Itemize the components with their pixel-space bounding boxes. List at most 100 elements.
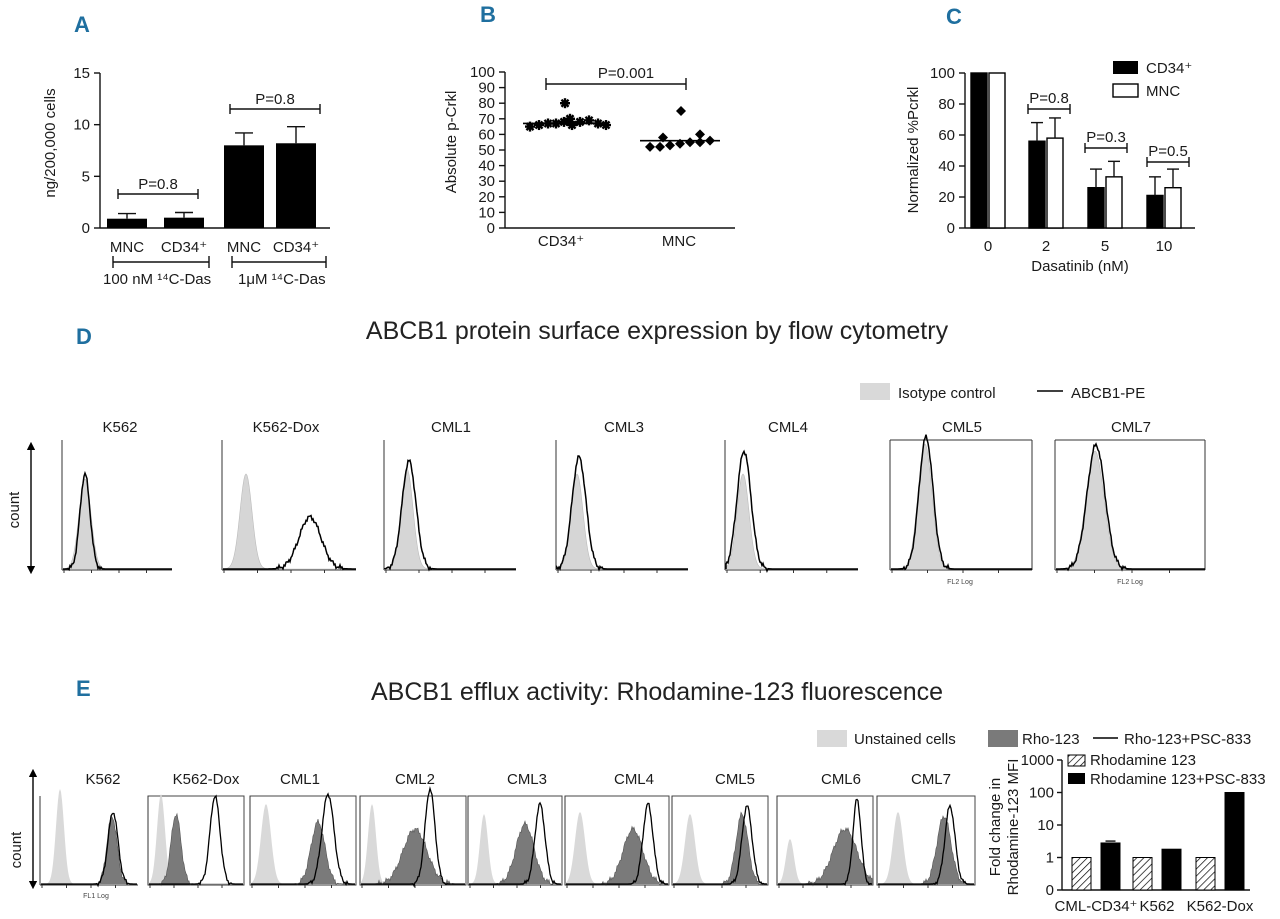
b-ytick-label: 0: [487, 220, 495, 237]
e-histogram: [147, 794, 245, 888]
d-isotype-fill: [222, 473, 356, 570]
c-ytick-label: 60: [938, 127, 955, 144]
a-xtick-1: CD34⁺: [161, 239, 207, 256]
d-count-label: count: [6, 491, 23, 529]
panel-d: D ABCB1 protein surface expression by fl…: [6, 317, 1206, 586]
a-bar: [224, 145, 264, 228]
b-ytick-label: 100: [470, 64, 495, 81]
a-xtick-0: MNC: [110, 239, 144, 256]
e-sample-5: CML4: [614, 771, 654, 788]
c-xtick-1: 2: [1042, 238, 1050, 255]
e-psc-line: [878, 803, 974, 886]
panel-d-count-axis: count: [6, 441, 36, 575]
e-psc-line: [673, 805, 768, 885]
e-unstained-fill: [673, 814, 767, 884]
e-count-label: count: [8, 831, 25, 869]
d-sample-4: CML4: [768, 419, 808, 436]
c-ytick-label: 0: [947, 220, 955, 237]
panel-a-groups: 100 nM ¹⁴C-Das 1μM ¹⁴C-Das: [103, 256, 327, 288]
c-bar-mnc: [1046, 137, 1064, 229]
a-ytick-label: 10: [73, 117, 90, 134]
e-bar-ylabel-0: Fold change in: [987, 778, 1004, 876]
e-unstained-fill: [41, 789, 137, 884]
c-legend-0: CD34⁺: [1146, 60, 1192, 77]
a-ytick-label: 0: [82, 220, 90, 237]
panel-c-sig: P=0.8 P=0.3 P=0.5: [1027, 90, 1190, 167]
a-ytick-label: 5: [82, 168, 90, 185]
b-point-cd34: [560, 98, 570, 109]
b-point-stroke: [565, 114, 575, 124]
a-group-label-1: 1μM ¹⁴C-Das: [238, 271, 326, 288]
c-ytick-label: 40: [938, 158, 955, 175]
e-histogram: [359, 785, 467, 888]
d-sample-6: CML7: [1111, 419, 1151, 436]
e-bar-xtick-0: CML-CD34⁺: [1055, 898, 1138, 915]
panel-a-ylabel: ng/200,000 cells: [42, 88, 59, 197]
legend-swatch-cd34: [1113, 61, 1138, 74]
e-bar-xtick-1: K562: [1139, 898, 1174, 915]
a-pvalue-1: P=0.8: [255, 91, 295, 108]
panel-c-axes: 0 20 40 60 80 100: [930, 65, 1195, 237]
e-sample-8: CML7: [911, 771, 951, 788]
e-unstained-fill: [469, 814, 561, 884]
e-legend-0: Unstained cells: [854, 731, 956, 748]
e-psc-line: [778, 798, 873, 887]
c-xtick-3: 10: [1156, 238, 1173, 255]
e-sample-3: CML2: [395, 771, 435, 788]
b-point-mnc: [685, 137, 695, 148]
a-bar: [107, 218, 147, 228]
panel-label-b: B: [480, 2, 496, 27]
e-bar-ytick-label: 0: [1046, 882, 1054, 899]
e-sample-2: CML1: [280, 771, 320, 788]
panel-d-legend: Isotype control ABCB1-PE: [860, 383, 1145, 402]
d-histogram: [555, 440, 688, 573]
b-ytick-label: 70: [478, 111, 495, 128]
c-legend-1: MNC: [1146, 83, 1180, 100]
e-histogram: [776, 795, 874, 888]
e-sample-4: CML3: [507, 771, 547, 788]
e-unstained-fill: [251, 804, 355, 884]
e-sample-6: CML5: [715, 771, 755, 788]
e-bar-ytick-label: 10: [1037, 817, 1054, 834]
b-point-mnc: [676, 106, 686, 116]
legend-swatch-rh123: [1067, 754, 1086, 767]
d-isotype-fill: [556, 473, 688, 570]
c-bar-mnc: [1105, 176, 1123, 229]
e-psc-line: [251, 792, 355, 887]
d-abcb1-line: [725, 449, 858, 574]
b-ytick-label: 90: [478, 80, 495, 97]
b-point-mnc: [645, 141, 655, 152]
e-histogram: [249, 792, 357, 888]
e-bar-rh123: [1071, 857, 1092, 891]
e-unstained-fill: [878, 812, 974, 884]
b-point-stroke: [601, 120, 611, 130]
a-xtick-2: MNC: [227, 239, 261, 256]
d-isotype-fill: [725, 473, 858, 570]
e-unstained-fill: [361, 804, 465, 884]
e-unstained-fill: [778, 839, 872, 884]
panel-b-points: [523, 98, 720, 152]
e-unstained-fill: [149, 794, 243, 884]
d-histogram: [61, 440, 172, 573]
e-bar-rh123: [1132, 857, 1153, 891]
e-bar-xtick-2: K562-Dox: [1187, 898, 1254, 915]
d-fl-label-5: FL2 Log: [947, 579, 973, 586]
e-psc-line: [469, 801, 561, 885]
e-histogram: [564, 795, 670, 888]
d-legend-0: Isotype control: [898, 385, 996, 402]
b-point-cd34: [575, 116, 585, 127]
b-point-cd34: [534, 120, 544, 131]
b-ytick-label: 30: [478, 173, 495, 190]
panel-d-histograms: K562 K562-Dox CML1 CML3 CML4 CML5 CML7 F…: [61, 419, 1206, 586]
d-sample-0: K562: [102, 419, 137, 436]
c-pvalue-0: P=0.8: [1029, 90, 1069, 107]
d-abcb1-line: [891, 434, 1032, 571]
d-histogram: [889, 434, 1033, 573]
c-ytick-label: 100: [930, 65, 955, 82]
panel-d-title: ABCB1 protein surface expression by flow…: [366, 317, 949, 345]
e-bar-rh123: [1195, 857, 1216, 891]
a-pvalue-0: P=0.8: [138, 176, 178, 193]
c-bar-cd34: [970, 72, 988, 229]
a-ytick-label: 15: [73, 65, 90, 82]
